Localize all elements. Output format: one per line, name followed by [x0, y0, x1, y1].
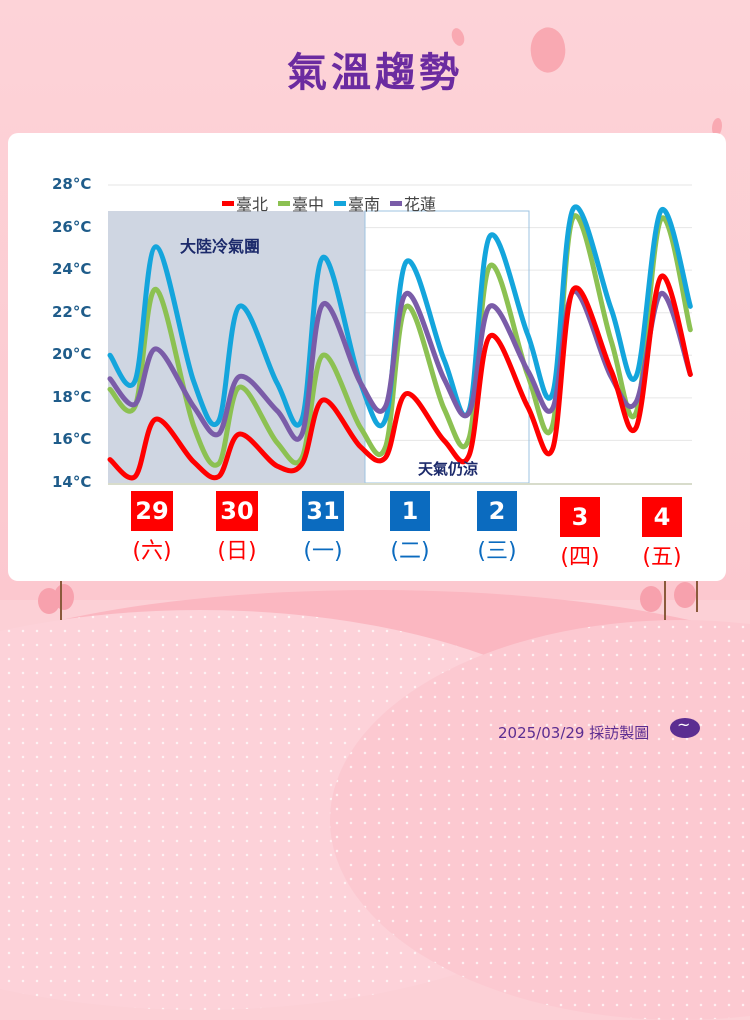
- y-tick-label: 16°C: [52, 430, 92, 449]
- footer-credit: 2025/03/29 採訪製圖: [498, 722, 649, 743]
- temperature-chart: [107, 184, 693, 485]
- day-date-badge: 1: [390, 491, 430, 531]
- day-weekday: (四): [560, 545, 600, 570]
- logo-icon: [670, 715, 700, 738]
- still-cool-label: 天氣仍涼: [418, 460, 479, 478]
- legend-label: 臺南: [348, 195, 381, 214]
- legend-label: 花蓮: [404, 195, 437, 214]
- day-weekday: (一): [303, 539, 343, 564]
- day-label: 31 (一): [298, 491, 348, 565]
- y-tick-label: 22°C: [52, 302, 92, 321]
- legend-item-taipei: 臺北: [222, 191, 268, 215]
- legend-item-tainan: 臺南: [334, 191, 380, 215]
- y-tick-label: 28°C: [52, 175, 92, 193]
- y-tick-label: 26°C: [52, 217, 92, 236]
- series-line-臺南: [107, 204, 693, 429]
- legend-swatch: [334, 200, 347, 206]
- day-label: 1 (二): [385, 491, 435, 565]
- day-weekday: (五): [642, 545, 682, 570]
- petal-decoration: [712, 118, 722, 136]
- day-date-badge: 3: [560, 497, 600, 537]
- series-line-花蓮: [107, 288, 693, 442]
- y-tick-label: 18°C: [52, 387, 92, 406]
- y-tick-label: 24°C: [52, 260, 92, 279]
- y-tick-label: 20°C: [52, 345, 92, 364]
- day-label: 30 (日): [212, 491, 262, 565]
- series-line-臺北: [107, 273, 693, 481]
- day-weekday: (六): [132, 539, 172, 564]
- day-label: 3 (四): [555, 497, 605, 571]
- day-label: 29 (六): [127, 491, 177, 565]
- legend-swatch: [390, 200, 403, 206]
- day-date-badge: 30: [216, 491, 258, 531]
- footer-date: 2025/03/29: [498, 724, 585, 742]
- day-date-badge: 4: [642, 497, 682, 537]
- legend-label: 臺中: [292, 195, 325, 214]
- day-date-badge: 31: [302, 491, 344, 531]
- day-date-badge: 29: [131, 491, 173, 531]
- day-label: 4 (五): [637, 497, 687, 571]
- day-weekday: (三): [477, 539, 517, 564]
- cold-air-label: 大陸冷氣團: [180, 237, 261, 256]
- series-lines: [107, 204, 693, 481]
- legend-label: 臺北: [236, 195, 269, 214]
- day-weekday: (日): [217, 539, 257, 564]
- legend-swatch: [222, 200, 234, 206]
- legend: 臺北 臺中 臺南 花蓮: [222, 191, 436, 215]
- footer-credit-text: 採訪製圖: [589, 724, 650, 742]
- page-title: 氣溫趨勢: [287, 50, 463, 96]
- day-weekday: (二): [390, 539, 430, 564]
- day-date-badge: 2: [477, 491, 517, 531]
- series-line-臺中: [107, 213, 693, 468]
- legend-item-hualien: 花蓮: [390, 191, 436, 215]
- legend-swatch: [278, 200, 291, 206]
- day-label: 2 (三): [472, 491, 522, 565]
- y-tick-label: 14°C: [52, 473, 92, 491]
- legend-item-taichung: 臺中: [278, 191, 324, 215]
